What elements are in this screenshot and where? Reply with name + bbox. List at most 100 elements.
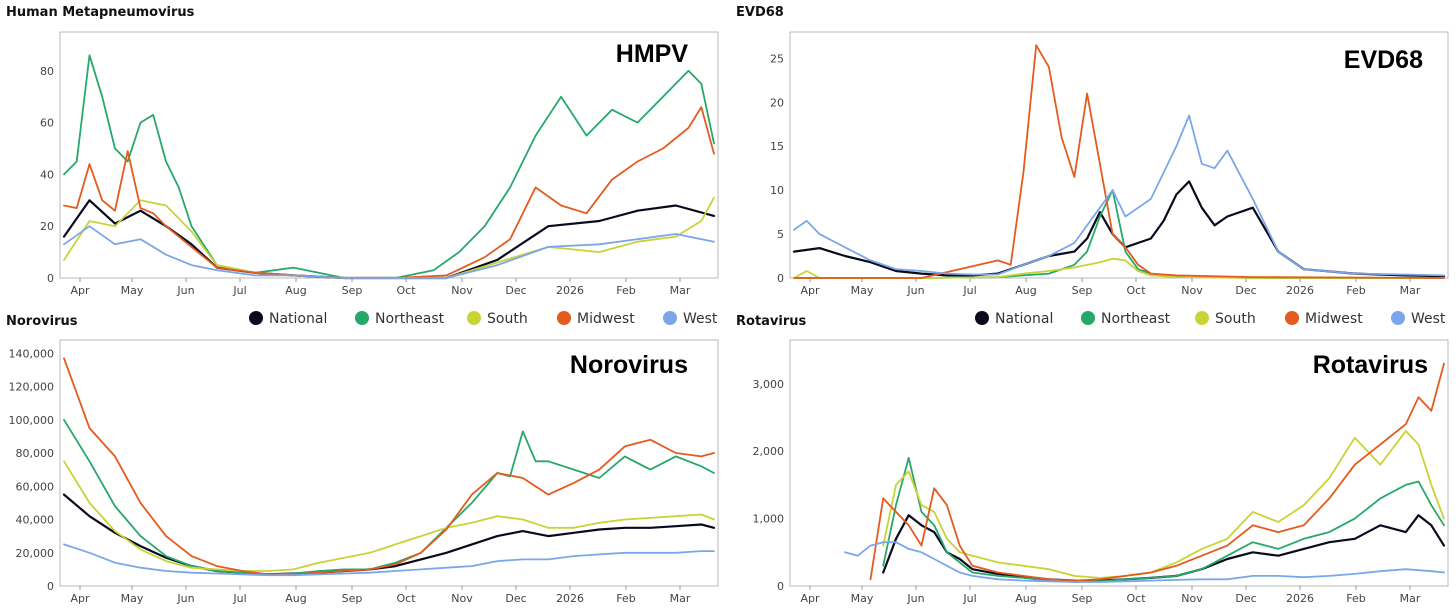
x-tick-label: 2026	[1286, 284, 1314, 297]
legend-swatch-west	[663, 311, 677, 325]
y-tick-label: 0	[47, 580, 54, 593]
series-line-midwest	[793, 44, 1445, 279]
y-tick-label: 60	[40, 117, 54, 130]
legend-label-national: National	[995, 311, 1053, 327]
x-tick-label: Feb	[1346, 284, 1365, 297]
legend-swatch-national	[975, 311, 989, 325]
x-tick-label: Jul	[232, 592, 246, 605]
legend-label-south: South	[487, 311, 528, 327]
x-tick-label: Apr	[70, 284, 90, 297]
series-line-national	[882, 514, 1446, 582]
overlay-label: Rotavirus	[1313, 351, 1428, 379]
plot-frame	[59, 339, 719, 587]
legend-label-south: South	[1215, 311, 1256, 327]
overlay-label: EVD68	[1344, 46, 1423, 74]
x-tick-label: Mar	[670, 284, 691, 297]
x-tick-label: Jun	[906, 592, 924, 605]
x-tick-label: Jul	[962, 284, 976, 297]
x-tick-label: Jun	[176, 284, 194, 297]
y-tick-label: 2,000	[753, 445, 785, 458]
x-tick-label: May	[851, 284, 874, 297]
series-line-national	[62, 493, 716, 576]
series-line-northeast	[63, 418, 715, 576]
x-tick-label: Oct	[396, 592, 416, 605]
legend-swatch-northeast	[355, 311, 369, 325]
x-tick-label: Jun	[176, 592, 194, 605]
x-tick-label: Sep	[1072, 592, 1093, 605]
x-tick-label: Feb	[616, 592, 635, 605]
y-tick-label: 10	[770, 184, 784, 197]
series-line-west	[63, 225, 715, 279]
legend-swatch-west	[1391, 311, 1405, 325]
x-tick-label: Mar	[670, 592, 691, 605]
panel-title: Rotavirus	[736, 314, 807, 329]
legend-swatch-south	[1195, 311, 1209, 325]
x-tick-label: Aug	[285, 592, 306, 605]
series-line-west	[63, 543, 715, 577]
x-tick-label: Oct	[1126, 284, 1146, 297]
y-tick-label: 60,000	[16, 480, 55, 493]
y-tick-label: 100,000	[9, 414, 55, 427]
panel-title: Norovirus	[6, 314, 78, 329]
legend-swatch-south	[467, 311, 481, 325]
x-tick-label: Aug	[285, 284, 306, 297]
legend-label-west: West	[1411, 311, 1446, 327]
x-tick-label: Sep	[1072, 284, 1093, 297]
plot-frame	[789, 339, 1449, 587]
x-tick-label: Oct	[1126, 592, 1146, 605]
series-line-national	[62, 199, 716, 280]
y-tick-label: 20	[770, 96, 784, 109]
legend-swatch-northeast	[1081, 311, 1095, 325]
series-line-northeast	[882, 456, 1445, 583]
x-tick-label: May	[121, 592, 144, 605]
legend-label-west: West	[683, 311, 718, 327]
series-line-south	[882, 430, 1445, 579]
y-tick-label: 120,000	[9, 381, 55, 394]
x-tick-label: Dec	[505, 592, 526, 605]
x-tick-label: Sep	[342, 284, 363, 297]
plot-frame	[789, 31, 1449, 279]
legend-label-national: National	[269, 311, 327, 327]
series-line-west	[844, 541, 1445, 583]
x-tick-label: Nov	[1181, 284, 1203, 297]
y-tick-label: 15	[770, 140, 784, 153]
x-tick-label: May	[851, 592, 874, 605]
x-tick-label: Nov	[451, 284, 473, 297]
x-tick-label: Dec	[1235, 592, 1256, 605]
x-tick-label: Nov	[1181, 592, 1203, 605]
x-tick-label: May	[121, 284, 144, 297]
y-tick-label: 5	[777, 228, 784, 241]
overlay-label: Norovirus	[570, 351, 688, 379]
x-tick-label: 2026	[556, 284, 584, 297]
y-tick-label: 3,000	[753, 378, 785, 391]
legend-label-northeast: Northeast	[1101, 311, 1171, 327]
x-tick-label: Apr	[800, 284, 820, 297]
x-tick-label: 2026	[1286, 592, 1314, 605]
y-tick-label: 80,000	[16, 447, 55, 460]
y-tick-label: 0	[47, 272, 54, 285]
series-line-south	[63, 196, 715, 279]
legend-swatch-national	[249, 311, 263, 325]
series-line-midwest	[869, 362, 1445, 582]
series-line-midwest	[63, 357, 715, 576]
x-tick-label: Aug	[1015, 592, 1036, 605]
x-tick-label: Jul	[232, 284, 246, 297]
panel-title: Human Metapneumovirus	[6, 5, 195, 20]
series-line-west	[793, 114, 1445, 277]
y-tick-label: 0	[777, 580, 784, 593]
x-tick-label: Dec	[505, 284, 526, 297]
x-tick-label: Apr	[800, 592, 820, 605]
legend-label-northeast: Northeast	[375, 311, 445, 327]
x-tick-label: Jul	[962, 592, 976, 605]
x-tick-label: Oct	[396, 284, 416, 297]
y-tick-label: 0	[777, 272, 784, 285]
x-tick-label: Mar	[1400, 284, 1421, 297]
x-tick-label: Mar	[1400, 592, 1421, 605]
x-tick-label: Jun	[906, 284, 924, 297]
series-line-south	[63, 460, 715, 572]
y-tick-label: 20,000	[16, 547, 55, 560]
x-tick-label: Nov	[451, 592, 473, 605]
x-tick-label: 2026	[556, 592, 584, 605]
y-tick-label: 25	[770, 52, 784, 65]
